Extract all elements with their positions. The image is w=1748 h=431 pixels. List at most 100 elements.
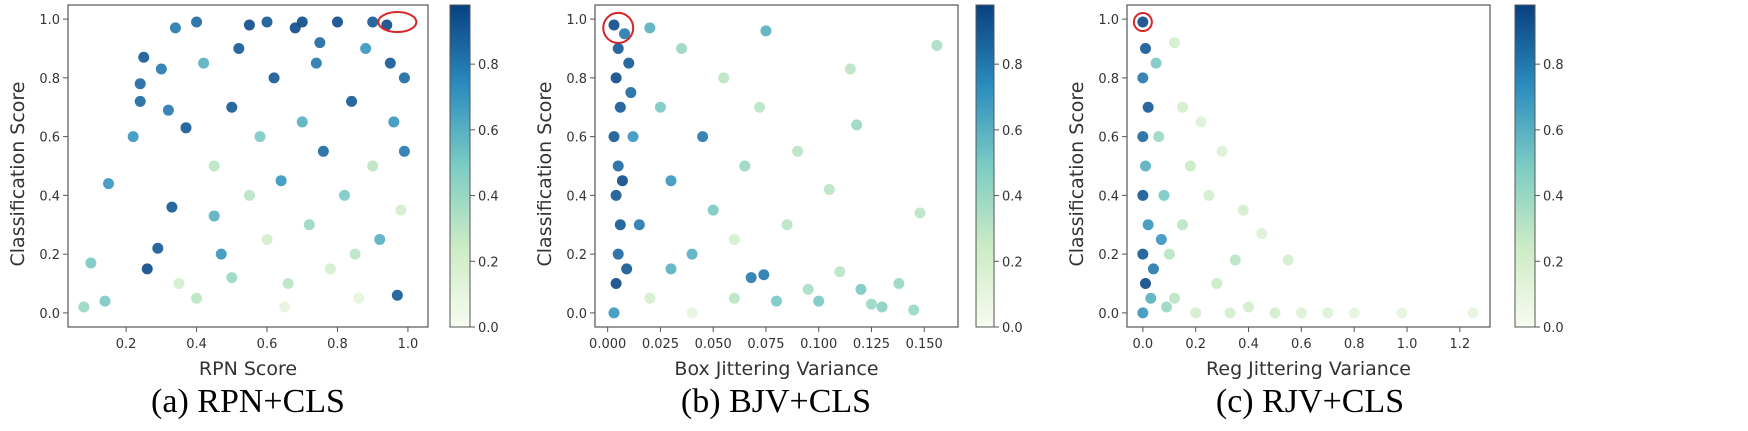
data-point [665, 263, 677, 275]
data-point [1137, 131, 1149, 143]
data-point [718, 72, 730, 84]
x-axis-label: RPN Score [199, 358, 297, 380]
data-point [608, 307, 620, 319]
x-axis-label: Box Jittering Variance [674, 358, 878, 380]
data-point [697, 131, 709, 143]
x-tick-label: 1.0 [1397, 337, 1418, 352]
data-point [215, 248, 227, 260]
data-point [739, 160, 751, 172]
panel-c: 0.0 0.2 0.4 0.6 0.8 1.0 1.2 0.0 0.2 0.4 0.6 0.8 1.0 R… [1066, 4, 1564, 420]
data-point [1139, 160, 1151, 172]
data-point [1190, 307, 1202, 319]
x-tick-label: 0.2 [116, 337, 137, 352]
data-point [254, 131, 266, 143]
x-tick-label: 0.8 [1344, 337, 1365, 352]
data-point [771, 295, 782, 307]
data-point [310, 57, 322, 69]
data-point [134, 78, 146, 90]
data-point [296, 16, 308, 28]
y-tick-label: 0.2 [39, 248, 60, 263]
data-point [141, 263, 153, 275]
x-tick-label: 0.050 [695, 337, 732, 352]
points-layer [78, 16, 410, 313]
points-layer [1137, 16, 1479, 319]
colorbar-tick-label: 0.2 [478, 255, 499, 270]
data-point [1153, 131, 1165, 143]
x-tick-label: 1.0 [398, 337, 419, 352]
data-point [608, 19, 620, 31]
data-point [619, 28, 631, 40]
data-point [1269, 307, 1281, 319]
data-point [1184, 160, 1196, 172]
data-point [78, 301, 90, 313]
y-tick-label: 1.0 [1098, 13, 1119, 28]
x-tick-label: 1.2 [1450, 337, 1471, 352]
x-tick-label: 0.150 [906, 337, 943, 352]
y-tick-label: 0.6 [39, 131, 60, 146]
axes-frame [594, 4, 959, 328]
y-tick-label: 0.6 [566, 131, 587, 146]
colorbar-tick-label: 0.2 [1543, 255, 1564, 270]
data-point [1243, 301, 1255, 313]
y-tick-label: 0.2 [1098, 248, 1119, 263]
points-layer [608, 19, 943, 319]
data-point [169, 22, 181, 34]
y-axis-label: Classification Score [7, 82, 29, 267]
data-point [103, 178, 115, 190]
x-tick-label: 0.000 [589, 337, 626, 352]
data-point [908, 304, 920, 316]
panel-caption: (b) BJV+CLS [681, 383, 871, 420]
data-point [1467, 307, 1479, 319]
data-point [331, 16, 343, 28]
data-point [612, 42, 624, 54]
data-point [138, 51, 150, 63]
data-point [665, 175, 677, 187]
data-point [226, 272, 238, 284]
data-point [614, 101, 626, 113]
data-point [1295, 307, 1307, 319]
x-axis-label: Reg Jittering Variance [1206, 358, 1411, 380]
data-point [398, 145, 410, 157]
colorbar-tick-label: 0.8 [1002, 58, 1023, 73]
colorbar-tick-label: 0.2 [1002, 255, 1023, 270]
data-point [792, 145, 804, 157]
data-point [610, 189, 622, 201]
data-point [754, 101, 766, 113]
data-point [398, 72, 410, 84]
data-point [633, 219, 645, 231]
highlight-circle [377, 11, 418, 34]
data-point [851, 119, 863, 131]
x-tick-label: 0.4 [1238, 337, 1259, 352]
data-point [1137, 248, 1149, 260]
data-point [834, 266, 846, 278]
data-point [802, 283, 814, 295]
data-point [686, 248, 698, 260]
data-point [381, 19, 393, 31]
data-point [610, 72, 622, 84]
data-point [676, 42, 688, 54]
data-point [1396, 307, 1408, 319]
y-tick-label: 0.0 [39, 307, 60, 322]
data-point [374, 233, 386, 245]
y-tick-label: 0.0 [1098, 307, 1119, 322]
data-point [1158, 189, 1170, 201]
data-point [1195, 116, 1207, 128]
data-point [1155, 233, 1167, 245]
y-tick-label: 0.4 [1098, 189, 1119, 204]
y-tick-label: 1.0 [39, 13, 60, 28]
data-point [614, 219, 626, 231]
colorbar-tick-label: 0.8 [478, 58, 499, 73]
colorbar [449, 4, 471, 328]
colorbar [1514, 4, 1536, 328]
data-point [1216, 145, 1228, 157]
data-point [855, 283, 867, 295]
data-point [1348, 307, 1360, 319]
data-point [152, 242, 164, 254]
data-point [296, 116, 308, 128]
data-point [1150, 57, 1162, 69]
y-tick-label: 0.8 [39, 72, 60, 87]
data-point [1256, 228, 1268, 240]
colorbar [975, 4, 995, 328]
